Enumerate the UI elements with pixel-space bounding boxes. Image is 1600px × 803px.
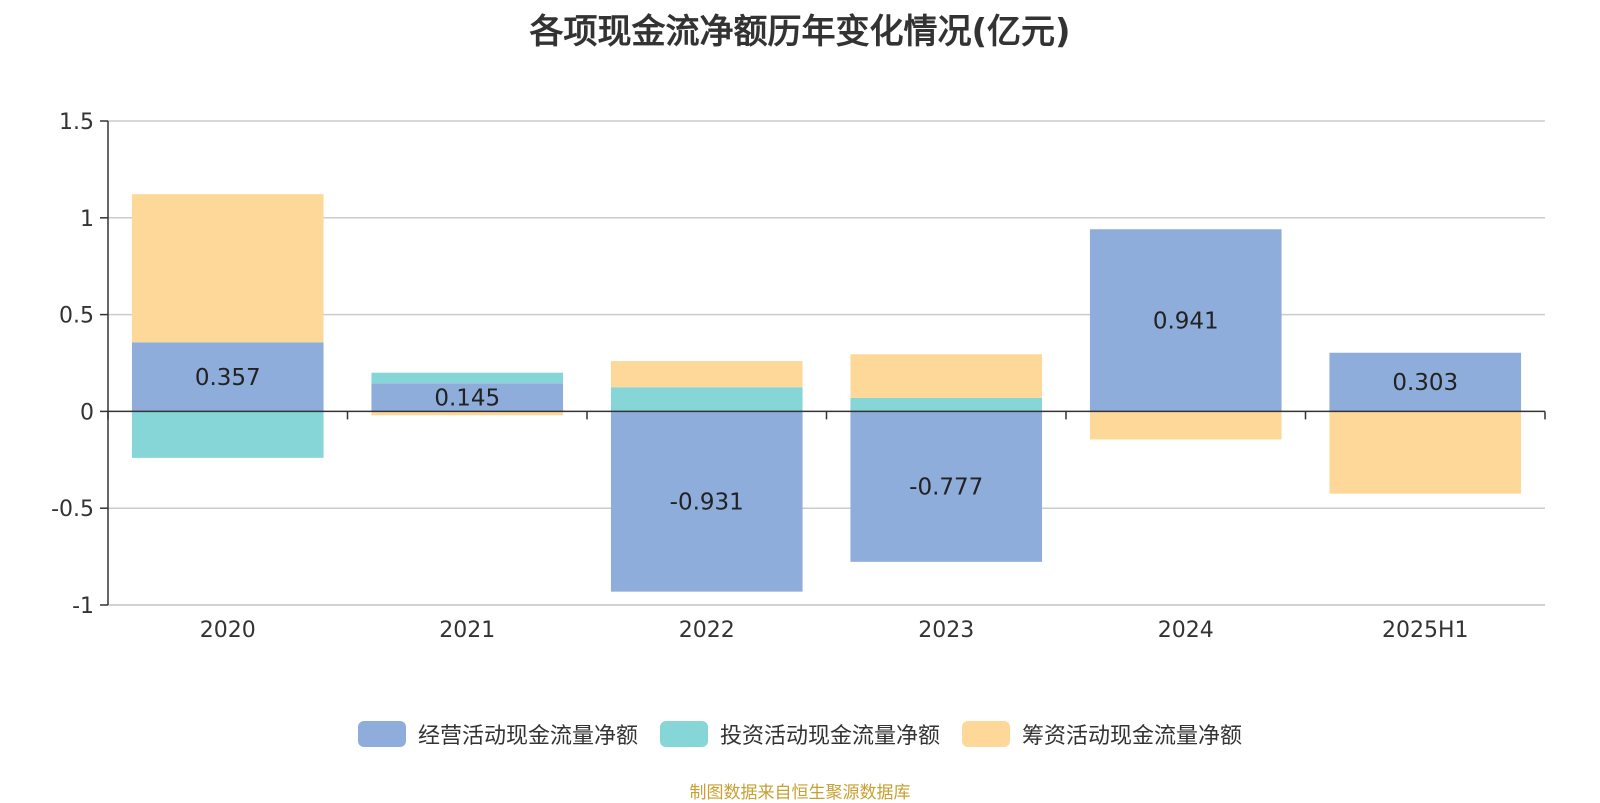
- bar-2021-series-2[interactable]: [371, 411, 564, 416]
- bar-2023-series-0[interactable]: [850, 411, 1043, 562]
- y-tick-label: 1.5: [59, 110, 94, 135]
- legend-label-operating: 经营活动现金流量净额: [417, 724, 638, 749]
- legend: 经营活动现金流量净额 投资活动现金流量净额 筹资活动现金流量净额: [0, 718, 1600, 750]
- bar-2021-series-1[interactable]: [371, 372, 564, 384]
- legend-label-financing: 筹资活动现金流量净额: [1022, 724, 1243, 749]
- bar-2024-series-0[interactable]: [1089, 229, 1282, 412]
- legend-swatch-investing: [659, 721, 708, 747]
- bar-2022-series-2[interactable]: [610, 361, 803, 388]
- bar-2025H1-series-0[interactable]: [1329, 352, 1522, 412]
- x-tick-label-2023: 2023: [918, 618, 974, 643]
- bar-2025H1-series-2[interactable]: [1329, 411, 1522, 494]
- bar-2020-series-1[interactable]: [131, 411, 324, 458]
- x-tick-label-2022: 2022: [679, 618, 735, 643]
- x-tick-label-2024: 2024: [1158, 618, 1214, 643]
- bar-2022-series-1[interactable]: [610, 387, 803, 412]
- legend-swatch-operating: [357, 721, 406, 747]
- y-tick-label: 0: [80, 400, 94, 425]
- bar-2021-series-0[interactable]: [371, 383, 564, 412]
- y-tick-label: -0.5: [51, 497, 94, 522]
- y-tick-label: -1: [72, 594, 94, 619]
- x-tick-label-2020: 2020: [200, 618, 256, 643]
- y-tick-label: 0.5: [59, 304, 94, 329]
- legend-swatch-financing: [962, 721, 1010, 747]
- chart: 1.5 1 0.5 0 -0.5 -1 2020 2021 2022 2023 2024 2025H1…: [51, 110, 1546, 643]
- data-label-2020: 0.357: [195, 365, 261, 391]
- y-tick-label: 1: [80, 207, 94, 232]
- bar-2020-series-0[interactable]: [131, 342, 324, 412]
- legend-item-operating[interactable]: 经营活动现金流量净额: [357, 718, 638, 750]
- x-tick-label-2021: 2021: [439, 618, 495, 643]
- data-label-2022: -0.931: [670, 490, 744, 516]
- data-label-2025H1: 0.303: [1392, 370, 1458, 396]
- legend-item-financing[interactable]: 筹资活动现金流量净额: [962, 718, 1242, 750]
- bar-2022-series-0[interactable]: [610, 411, 803, 592]
- data-label-2021: 0.145: [434, 385, 500, 411]
- bar-2024-series-2[interactable]: [1089, 411, 1282, 440]
- chart-title: 各项现金流净额历年变化情况(亿元): [529, 12, 1071, 52]
- bar-2020-series-2[interactable]: [131, 194, 324, 343]
- bar-2023-series-1[interactable]: [850, 397, 1043, 412]
- legend-item-investing[interactable]: 投资活动现金流量净额: [659, 718, 940, 750]
- data-label-2023: -0.777: [909, 475, 983, 501]
- legend-label-investing: 投资活动现金流量净额: [719, 724, 940, 749]
- source-note: 制图数据来自恒生聚源数据库: [689, 783, 911, 803]
- bar-2023-series-2[interactable]: [850, 354, 1043, 398]
- data-label-2024: 0.941: [1153, 308, 1219, 334]
- x-tick-label-2025H1: 2025H1: [1382, 618, 1469, 643]
